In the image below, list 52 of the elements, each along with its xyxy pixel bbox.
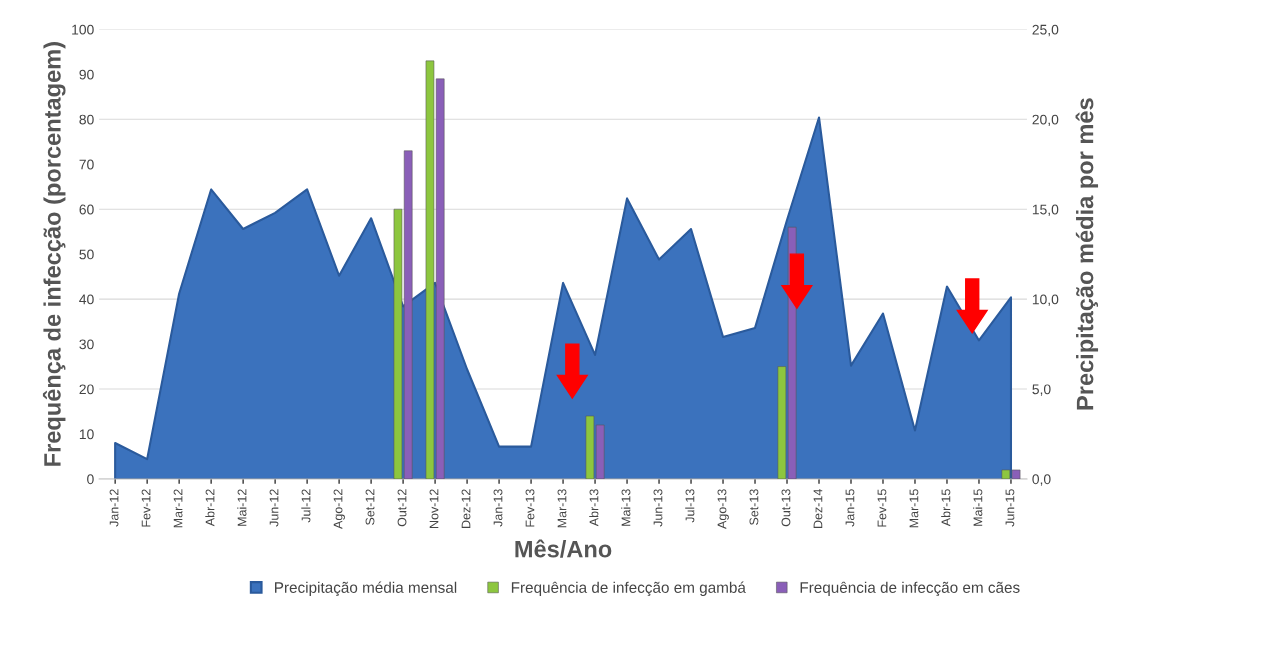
x-tick-label: Mar-13 bbox=[557, 489, 567, 528]
y-tick-label: 0 bbox=[87, 474, 94, 485]
x-tick-label: Out-13 bbox=[781, 489, 791, 527]
x-tick-label: Abr-15 bbox=[941, 489, 951, 527]
y-axis-title: Frequênça de infecção (porcentagem) bbox=[42, 42, 66, 466]
y-tick-label: 20 bbox=[79, 384, 94, 395]
y-tick-label: 70 bbox=[79, 159, 94, 170]
y-tick-label: 90 bbox=[79, 69, 94, 80]
x-tick-label: Ago-12 bbox=[333, 489, 345, 529]
y-tick-label: 30 bbox=[79, 339, 94, 350]
x-tick-label: Nov-12 bbox=[429, 489, 439, 528]
x-tick-label: Jan-13 bbox=[493, 489, 503, 527]
x-tick-label: Jul-12 bbox=[301, 489, 311, 523]
x-tick-label: Jun-12 bbox=[269, 489, 279, 527]
y-tick-label: 50 bbox=[79, 249, 94, 260]
x-tick-label: Jul-13 bbox=[685, 489, 695, 523]
y2-axis-title: Precipitação média por mês bbox=[1075, 98, 1099, 410]
x-tick-label: Jan-15 bbox=[845, 489, 855, 527]
x-tick-label: Jun-13 bbox=[653, 489, 663, 527]
y2-tick-label: 25,0 bbox=[1032, 24, 1059, 37]
x-tick-label: Out-12 bbox=[397, 489, 407, 527]
x-tick-label: Abr-12 bbox=[205, 489, 215, 527]
x-tick-label: Abr-13 bbox=[589, 489, 599, 527]
x-tick-label: Set-12 bbox=[365, 489, 375, 525]
x-tick-label: Mai-13 bbox=[621, 489, 631, 526]
y2-tick-label: 20,0 bbox=[1032, 114, 1059, 127]
x-tick-label: Fev-15 bbox=[877, 489, 887, 527]
y-tick-label: 100 bbox=[72, 24, 94, 35]
x-tick-label: Mar-12 bbox=[173, 489, 183, 528]
x-tick-label: Set-13 bbox=[749, 489, 759, 525]
x-tick-label: Mar-15 bbox=[909, 489, 919, 528]
x-tick-label: Mai-15 bbox=[973, 489, 983, 526]
y2-tick-label: 5,0 bbox=[1032, 384, 1051, 396]
legend-label: Frequência de infecção em cães bbox=[800, 581, 1020, 597]
x-tick-label: Fev-12 bbox=[141, 489, 151, 527]
y-tick-label: 80 bbox=[79, 114, 94, 125]
y-tick-label: 40 bbox=[79, 294, 94, 305]
y-tick-label: 10 bbox=[79, 429, 94, 440]
y-tick-label: 60 bbox=[79, 204, 94, 215]
x-tick-label: Jan-12 bbox=[109, 489, 119, 527]
x-tick-label: Dez-12 bbox=[461, 489, 471, 528]
legend-label: Frequência de infecção em gambá bbox=[511, 581, 746, 597]
x-tick-label: Jun-15 bbox=[1005, 489, 1015, 527]
y2-tick-label: 15,0 bbox=[1032, 204, 1059, 217]
legend-label: Precipitação média mensal bbox=[275, 581, 457, 597]
x-tick-label: Mai-12 bbox=[237, 489, 247, 526]
x-tick-label: Dez-14 bbox=[813, 489, 823, 528]
x-axis-title: Mês/Ano bbox=[515, 539, 612, 558]
x-tick-label: Fev-13 bbox=[525, 489, 535, 527]
x-tick-label: Ago-13 bbox=[717, 489, 729, 529]
y2-tick-label: 0,0 bbox=[1032, 474, 1051, 486]
y2-tick-label: 10,0 bbox=[1032, 294, 1059, 306]
